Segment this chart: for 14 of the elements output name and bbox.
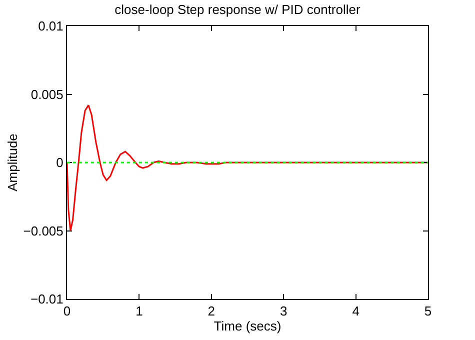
line-series (67, 104, 428, 232)
x-axis-title: Time (secs) (214, 318, 282, 334)
x-tick-label: 1 (136, 304, 143, 319)
x-tick-label: 2 (208, 304, 216, 319)
x-tick-label: 5 (424, 304, 432, 319)
y-tick-label: 0.01 (38, 18, 64, 34)
y-tick-label: 0.005 (30, 86, 64, 102)
chart-title: close-loop Step response w/ PID controller (114, 2, 361, 18)
y-axis-title: Amplitude (5, 134, 20, 192)
y-tick-label: −0.01 (30, 292, 64, 307)
y-tick-label: 0 (56, 155, 64, 170)
y-tick-label: −0.005 (23, 223, 64, 238)
x-tick-label: 4 (352, 304, 360, 319)
x-tick-label: 3 (280, 304, 288, 319)
